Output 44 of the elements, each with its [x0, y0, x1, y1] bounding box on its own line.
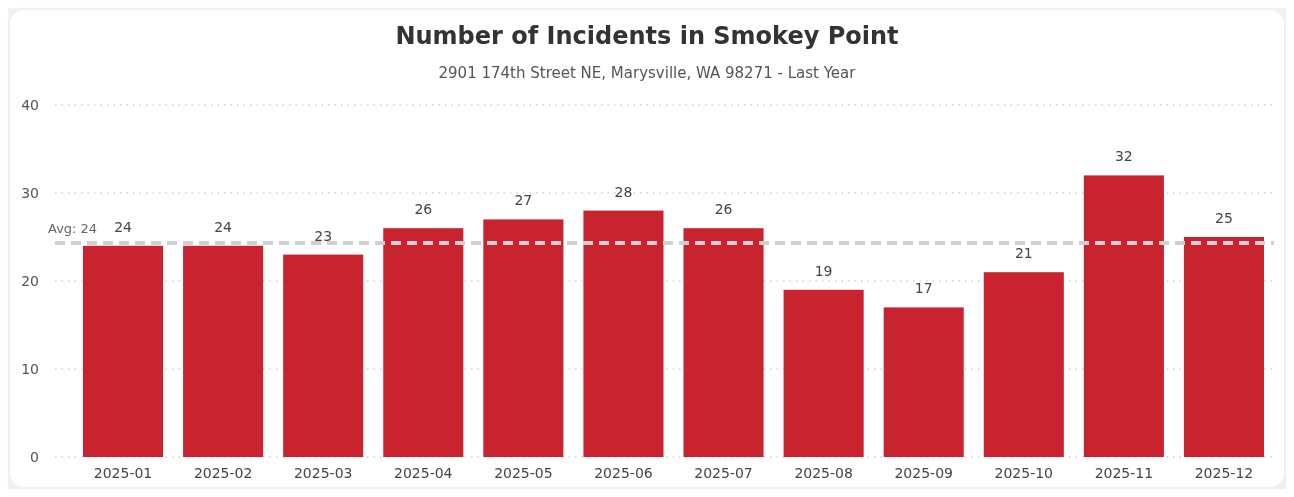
data-label: 21 [1014, 245, 1033, 262]
x-tick-label: 2025-04 [394, 465, 453, 481]
bar [1083, 175, 1164, 457]
data-label: 19 [814, 262, 833, 279]
chart-title: Number of Incidents in Smokey Point [395, 22, 899, 50]
data-label: 28 [614, 183, 633, 200]
bar [883, 307, 964, 457]
x-tick-label: 2025-02 [193, 465, 253, 481]
x-tick-label: 2025-11 [1094, 465, 1154, 481]
bar [83, 245, 164, 457]
data-label: 26 [414, 201, 433, 218]
y-tick-label: 10 [21, 361, 39, 377]
y-tick-label: 20 [21, 273, 39, 289]
data-label: 24 [214, 218, 233, 235]
x-tick-label: 2025-10 [994, 465, 1054, 481]
y-tick-label: 40 [21, 97, 39, 113]
y-tick-label: 30 [21, 185, 39, 201]
y-tick-label: 0 [30, 449, 39, 465]
bar [583, 210, 664, 457]
chart-subtitle: 2901 174th Street NE, Marysville, WA 98271 - Last Year [438, 64, 857, 82]
data-label: 26 [714, 201, 733, 218]
data-label: 27 [514, 192, 533, 209]
data-label: 24 [114, 218, 133, 235]
ref-line-label: Avg: 24 [48, 220, 98, 236]
x-tick-label: 2025-05 [494, 465, 553, 481]
data-label: 17 [914, 280, 933, 297]
data-label: 23 [314, 227, 333, 244]
bar [683, 228, 764, 457]
x-tick-label: 2025-06 [594, 465, 653, 481]
x-tick-label: 2025-03 [293, 465, 353, 481]
bar [483, 219, 564, 457]
data-label: 25 [1215, 210, 1233, 226]
bar [383, 228, 464, 457]
bar [1183, 237, 1264, 457]
x-tick-label: 2025-01 [93, 465, 153, 481]
data-label: 32 [1114, 148, 1133, 165]
bar [183, 245, 264, 457]
x-tick-label: 2025-09 [894, 465, 953, 481]
bar [283, 254, 364, 457]
x-tick-label: 2025-12 [1194, 465, 1254, 481]
bar [983, 272, 1064, 457]
bar [783, 289, 864, 457]
x-tick-label: 2025-07 [694, 465, 753, 481]
x-tick-label: 2025-08 [794, 465, 853, 481]
